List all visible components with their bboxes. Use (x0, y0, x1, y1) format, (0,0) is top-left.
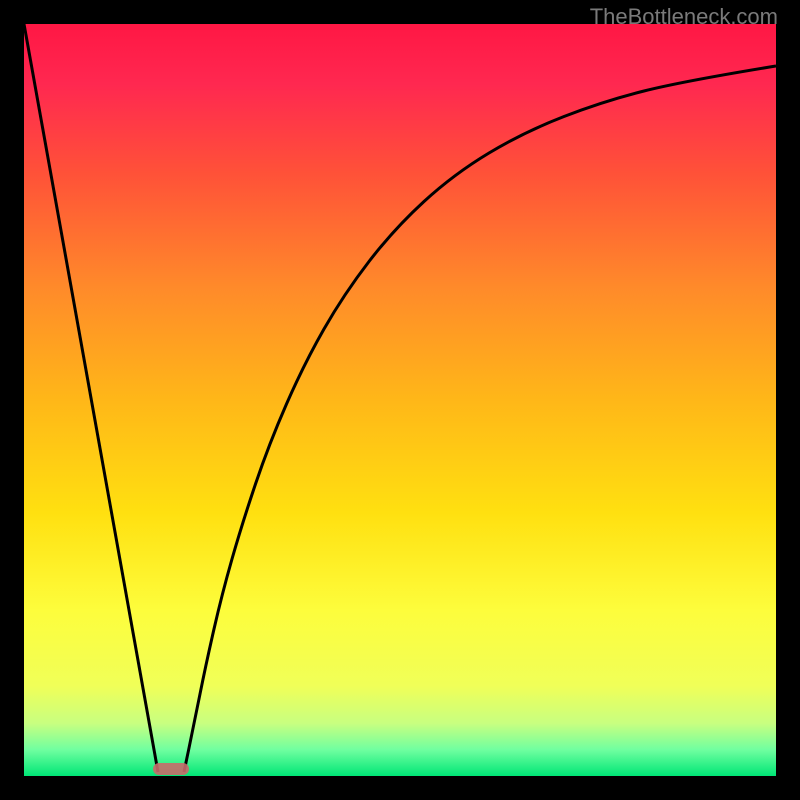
watermark-text: TheBottleneck.com (590, 4, 778, 30)
bottleneck-marker (153, 763, 189, 775)
left-descent-line (24, 24, 158, 772)
curve-layer (24, 24, 776, 776)
right-ascent-curve (184, 66, 776, 772)
plot-area (24, 24, 776, 776)
